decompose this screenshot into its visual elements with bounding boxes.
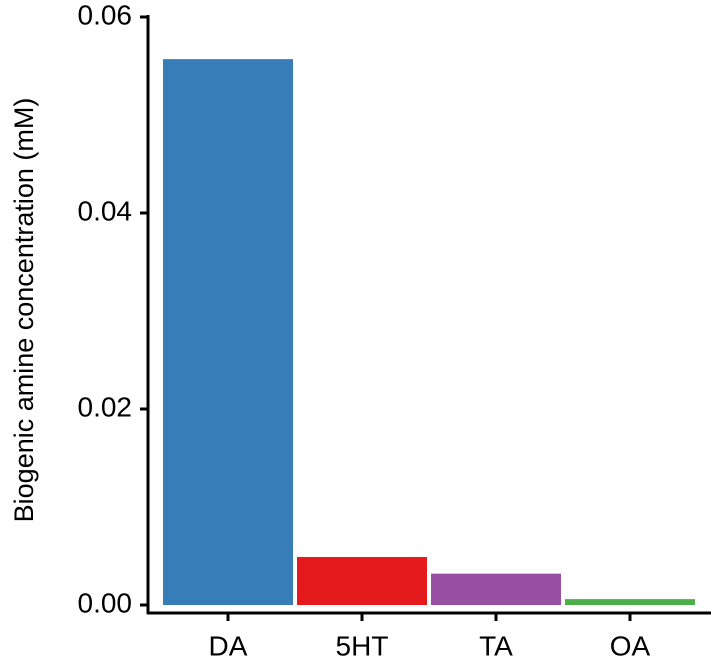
y-tick-label: 0.04 <box>78 195 133 226</box>
y-tick-label: 0.02 <box>78 391 133 422</box>
y-tick-label: 0.06 <box>78 0 133 30</box>
bar <box>163 59 293 605</box>
y-axis-label: Biogenic amine concentration (mM) <box>9 98 39 523</box>
x-tick-label: DA <box>209 630 248 661</box>
bar <box>297 556 427 605</box>
x-tick-label: 5HT <box>336 630 389 661</box>
y-tick-label: 0.00 <box>78 587 133 618</box>
x-tick-label: OA <box>610 630 651 661</box>
x-tick-label: TA <box>479 630 513 661</box>
bar <box>565 599 695 605</box>
bar <box>431 573 561 605</box>
